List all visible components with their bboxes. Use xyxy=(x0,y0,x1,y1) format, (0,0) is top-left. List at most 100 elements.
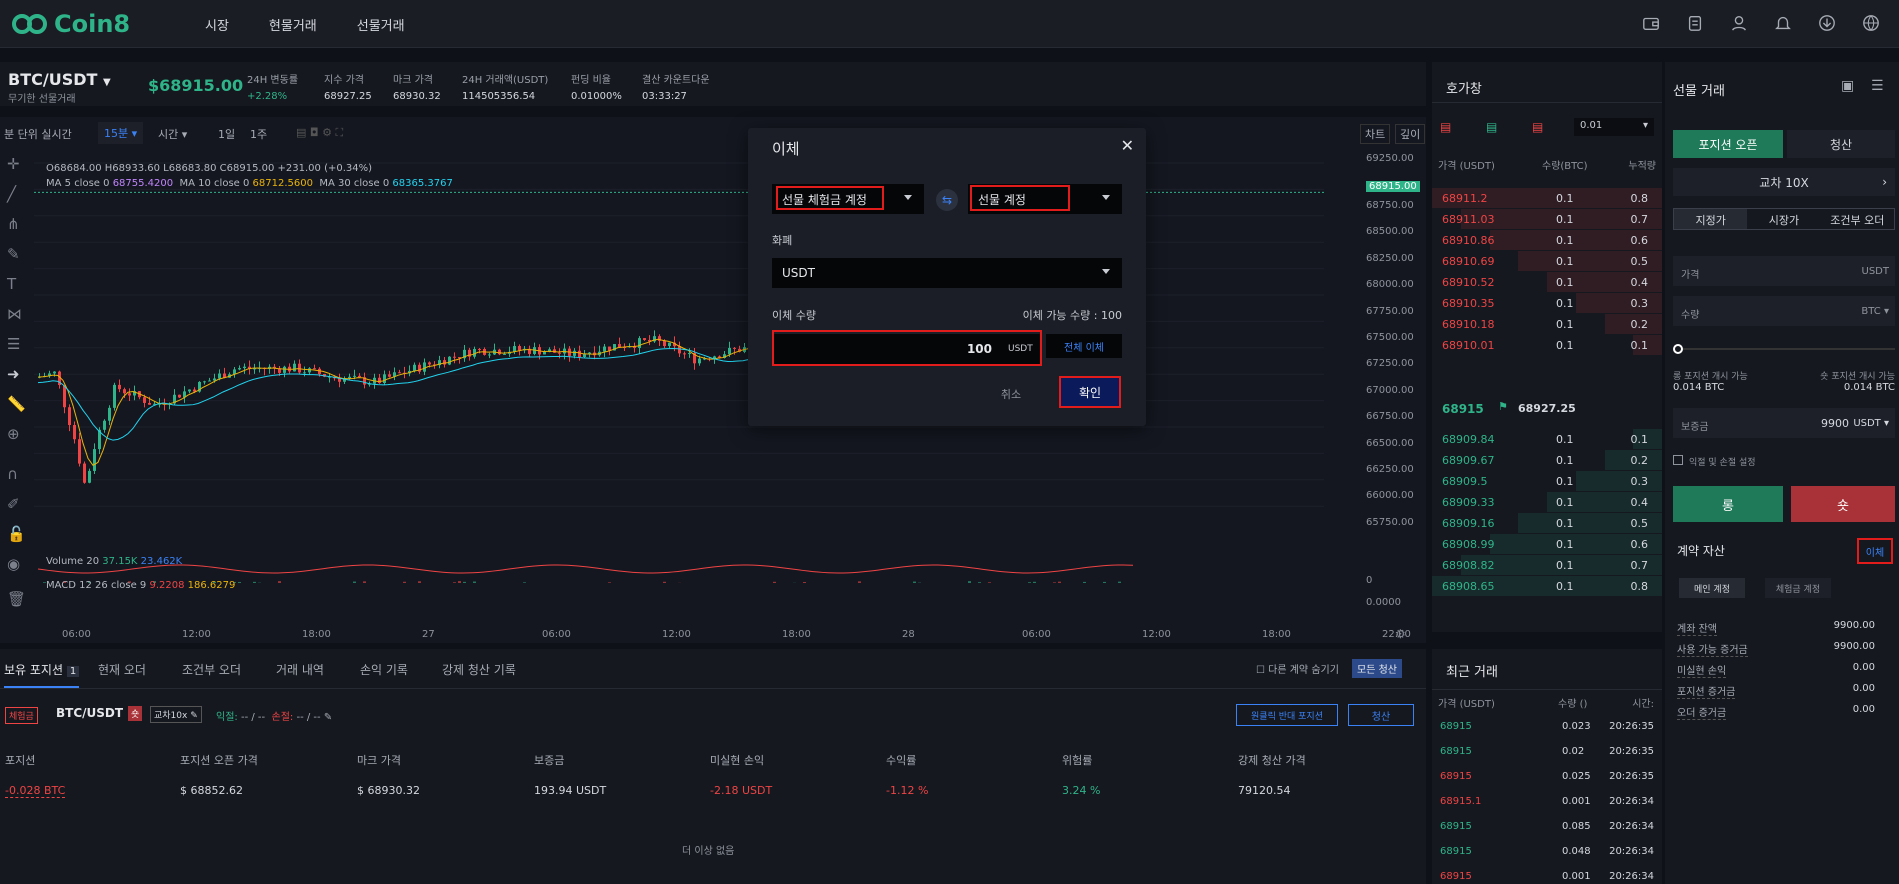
interval-select[interactable]: 15분 ▾ xyxy=(98,122,144,144)
magnet-icon[interactable]: ∩ xyxy=(7,465,18,483)
cancel-button[interactable]: 취소 xyxy=(1000,388,1022,401)
margin-input[interactable]: 보증금 9900 USDT ▾ xyxy=(1673,408,1895,438)
quantity-input[interactable]: 수량 BTC ▾ xyxy=(1673,296,1895,326)
tab-pnl-history[interactable]: 손익 기록 xyxy=(360,663,408,677)
lock-icon[interactable]: 🔓 xyxy=(7,525,26,543)
currency-select[interactable]: USDT xyxy=(772,258,1122,288)
price-input[interactable]: 가격 USDT xyxy=(1673,256,1895,286)
quantity-slider[interactable] xyxy=(1673,348,1895,350)
list-item[interactable]: 68909.84 0.1 0.1 xyxy=(1432,429,1662,449)
swap-icon[interactable]: ⇆ xyxy=(936,189,958,211)
tpsl-checkbox[interactable]: 익절 및 손절 설정 xyxy=(1673,455,1756,468)
amount-input[interactable]: 100 xyxy=(772,334,1042,364)
tab-open-position[interactable]: 포지션 오픈 xyxy=(1673,130,1783,158)
confirm-button[interactable]: 확인 xyxy=(1059,376,1121,408)
tab-conditional[interactable]: 조건부 오더 xyxy=(1830,214,1885,227)
bell-icon[interactable] xyxy=(1773,13,1793,33)
tab-positions[interactable]: 보유 포지션 1 xyxy=(4,661,80,688)
tab-market[interactable]: 시장가 xyxy=(1768,214,1800,227)
volume-bar xyxy=(523,582,526,583)
text-icon[interactable]: T xyxy=(7,275,17,293)
crosshair-icon[interactable]: ✛ xyxy=(7,155,20,173)
reverse-position-button[interactable]: 원클릭 반대 포지션 xyxy=(1236,704,1338,726)
pattern-icon[interactable]: ⋈ xyxy=(7,305,22,323)
list-item[interactable]: 68910.01 0.1 0.1 xyxy=(1432,335,1662,355)
zoom-icon[interactable]: ⊕ xyxy=(7,425,20,443)
tab-trade-history[interactable]: 거래 내역 xyxy=(276,663,324,677)
tab-chart[interactable]: 차트 xyxy=(1360,124,1391,144)
trendline-icon[interactable]: ╱ xyxy=(7,185,17,203)
list-item[interactable]: 68910.52 0.1 0.4 xyxy=(1432,272,1662,292)
globe-icon[interactable] xyxy=(1861,13,1881,33)
symbol-selector[interactable]: BTC/USDT ▼ xyxy=(8,70,111,89)
trash-icon[interactable]: 🗑 xyxy=(7,590,27,608)
tab-conditional-orders[interactable]: 조건부 오더 xyxy=(182,663,242,677)
book-mode-both-icon[interactable]: ▤ xyxy=(1440,120,1452,134)
list-item[interactable]: 68908.65 0.1 0.8 xyxy=(1432,576,1662,596)
list-item[interactable]: 68911.2 0.1 0.8 xyxy=(1432,188,1662,208)
logo[interactable]: Coin8 xyxy=(12,10,130,38)
list-item[interactable]: 68909.33 0.1 0.4 xyxy=(1432,492,1662,512)
hide-other-checkbox[interactable]: ☐ 다른 계약 숨기기 xyxy=(1256,665,1339,676)
candlestick-chart[interactable] xyxy=(34,153,1364,583)
indicator-icon[interactable]: ▤ ◘ ⚙ ⛶ xyxy=(296,126,344,139)
precision-select[interactable]: 0.01 ▾ xyxy=(1574,118,1654,136)
tab-limit[interactable]: 지정가 xyxy=(1674,209,1748,229)
list-item[interactable]: 68909.5 0.1 0.3 xyxy=(1432,471,1662,491)
candle xyxy=(423,362,426,372)
transfer-button[interactable]: 이체 xyxy=(1857,538,1893,564)
tab-main-account[interactable]: 메인 계정 xyxy=(1679,578,1745,598)
list-item[interactable]: 68910.35 0.1 0.3 xyxy=(1432,293,1662,313)
list-item[interactable]: 68910.18 0.1 0.2 xyxy=(1432,314,1662,334)
settings-gear-icon[interactable]: ⚙ xyxy=(1395,627,1406,641)
slider-handle[interactable] xyxy=(1673,344,1683,354)
list-item[interactable]: 68908.82 0.1 0.7 xyxy=(1432,555,1662,575)
settings-icon[interactable]: ☰ xyxy=(1871,78,1884,94)
list-item[interactable]: 68910.69 0.1 0.5 xyxy=(1432,251,1662,271)
leverage-button[interactable]: 교차 10X › xyxy=(1673,168,1895,196)
nav-link-market[interactable]: 시장 xyxy=(205,19,229,34)
wallet-icon[interactable] xyxy=(1641,13,1661,33)
tab-trial-account[interactable]: 체험금 계정 xyxy=(1765,578,1831,598)
list-item[interactable]: 68909.67 0.1 0.2 xyxy=(1432,450,1662,470)
close-position-button[interactable]: 청산 xyxy=(1348,704,1414,726)
calculator-icon[interactable]: ▣ xyxy=(1841,78,1855,94)
book-mode-bids-icon[interactable]: ▤ xyxy=(1486,120,1498,134)
time-select[interactable]: 시간 ▾ xyxy=(158,128,188,141)
orders-icon[interactable] xyxy=(1685,13,1705,33)
tab-open-orders[interactable]: 현재 오더 xyxy=(98,663,146,677)
fork-icon[interactable]: ⋔ xyxy=(7,215,20,233)
brush-icon[interactable]: ✎ xyxy=(7,245,20,263)
book-mode-asks-icon[interactable]: ▤ xyxy=(1532,120,1544,134)
back-arrow-icon[interactable]: ➜ xyxy=(7,365,20,383)
eye-icon[interactable]: ◉ xyxy=(7,555,21,573)
column-header: 위험률 xyxy=(1062,754,1093,767)
macd-legend: MACD 12 26 close 9 9.2208 186.6279 xyxy=(46,580,236,591)
list-item[interactable]: 68911.03 0.1 0.7 xyxy=(1432,209,1662,229)
leverage-badge[interactable]: 교차10x ✎ xyxy=(150,706,202,723)
transfer-all-button[interactable]: 전체 이체 xyxy=(1046,334,1122,358)
list-item[interactable]: 68909.16 0.1 0.5 xyxy=(1432,513,1662,533)
long-button[interactable]: 롱 xyxy=(1673,486,1783,522)
realtime-label[interactable]: 분 단위 실시간 xyxy=(4,128,72,141)
tp-sl[interactable]: 익절: -- / -- 손절: -- / -- ✎ xyxy=(216,712,333,723)
bid-price: 68908.65 xyxy=(1442,580,1495,593)
download-icon[interactable] xyxy=(1817,13,1837,33)
nav-link-futures[interactable]: 선물거래 xyxy=(356,19,405,34)
pencil-lock-icon[interactable]: ✐ xyxy=(7,495,20,513)
week-button[interactable]: 1주 xyxy=(250,128,268,141)
list-item[interactable]: 68908.99 0.1 0.6 xyxy=(1432,534,1662,554)
ruler-icon[interactable]: 📏 xyxy=(7,395,26,413)
long-available: 0.014 BTC xyxy=(1673,382,1725,393)
user-icon[interactable] xyxy=(1729,13,1749,33)
tab-liquidation-history[interactable]: 강제 청산 기록 xyxy=(442,663,516,677)
list-item[interactable]: 68910.86 0.1 0.6 xyxy=(1432,230,1662,250)
tab-depth[interactable]: 깊이 xyxy=(1395,124,1426,144)
short-button[interactable]: 숏 xyxy=(1791,486,1895,522)
close-all-button[interactable]: 모든 청산 xyxy=(1352,659,1402,678)
day-button[interactable]: 1일 xyxy=(218,128,236,141)
fib-icon[interactable]: ☰ xyxy=(7,335,21,353)
close-icon[interactable]: ✕ xyxy=(1120,136,1134,155)
nav-link-spot[interactable]: 현물거래 xyxy=(268,19,317,34)
tab-close-position[interactable]: 청산 xyxy=(1787,130,1895,158)
